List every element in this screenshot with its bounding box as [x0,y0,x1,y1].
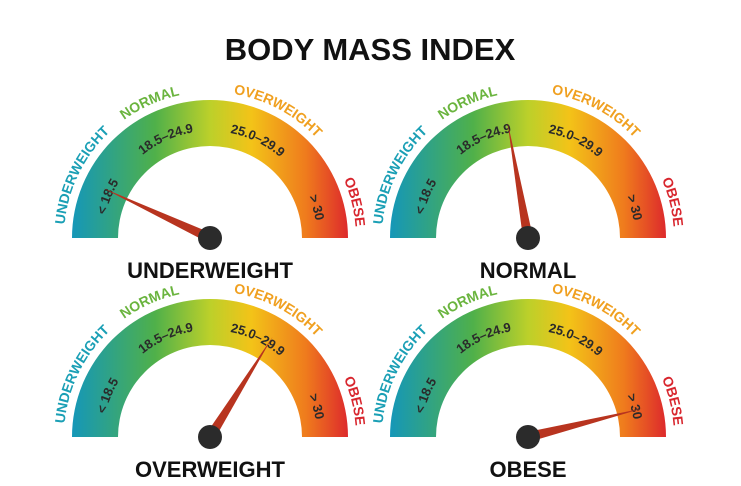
gauge-band [390,299,666,437]
zone-range: > 30 [306,193,327,222]
svg-text:> 30: > 30 [306,392,327,421]
needle-hub [516,425,540,449]
needle-hub [198,226,222,250]
gauge-band [72,100,348,238]
title: BODY MASS INDEX [225,32,516,67]
needle [507,121,533,239]
gauge: UNDERWEIGHT< 18.5NORMAL18.5–24.9OVERWEIG… [370,81,687,283]
needle-hub [516,226,540,250]
gauge: UNDERWEIGHT< 18.5NORMAL18.5–24.9OVERWEIG… [370,280,687,482]
gauge-band [390,100,666,238]
gauge-label: OVERWEIGHT [135,457,286,482]
needle [526,408,643,442]
gauge-band [72,299,348,437]
gauge-label: NORMAL [480,258,577,283]
zone-range: > 30 [624,193,645,222]
gauge-label: OBESE [489,457,566,482]
svg-text:> 30: > 30 [306,193,327,222]
gauge: UNDERWEIGHT< 18.5NORMAL18.5–24.9OVERWEIG… [52,280,369,482]
zone-range: > 30 [624,392,645,421]
needle [103,188,213,243]
svg-text:> 30: > 30 [624,392,645,421]
svg-text:> 30: > 30 [624,193,645,222]
zone-range: > 30 [306,392,327,421]
gauge: UNDERWEIGHT< 18.5NORMAL18.5–24.9OVERWEIG… [52,81,369,283]
gauge-label: UNDERWEIGHT [127,258,293,283]
needle [205,336,273,440]
needle-hub [198,425,222,449]
